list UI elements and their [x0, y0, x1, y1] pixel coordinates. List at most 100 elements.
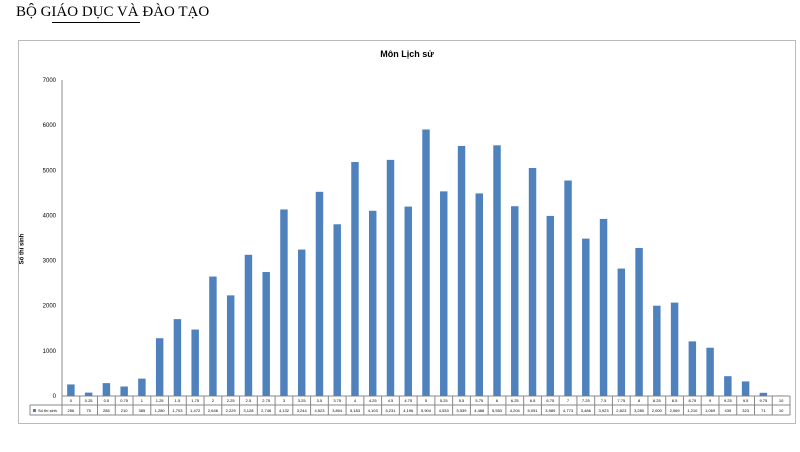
x-tick-label: 4.5	[388, 398, 394, 403]
x-tick-label: 9.75	[759, 398, 768, 403]
x-tick-label: 3.5	[317, 398, 323, 403]
header-title: BỘ GIÁO DỤC VÀ ĐÀO TẠO	[16, 4, 210, 20]
data-label: 1,472	[190, 408, 201, 413]
x-tick-label: 2.75	[262, 398, 271, 403]
y-tick-label: 3000	[43, 259, 57, 265]
data-label: 439	[725, 408, 732, 413]
bar	[475, 193, 483, 396]
x-tick-label: 6.25	[511, 398, 520, 403]
bar	[440, 191, 448, 396]
bar	[369, 210, 377, 396]
x-tick-label: 0.25	[85, 398, 94, 403]
legend-label: Số thí sinh	[38, 408, 57, 413]
bar	[226, 295, 235, 396]
bar	[191, 329, 199, 396]
data-label: 4,523	[314, 408, 325, 413]
data-label: 256	[68, 408, 75, 413]
data-label: 5,183	[350, 408, 361, 413]
data-label: 1,703	[172, 408, 183, 413]
bar	[688, 341, 697, 396]
bar	[528, 167, 537, 396]
x-tick-label: 6	[496, 398, 499, 403]
x-tick-label: 7.5	[601, 398, 607, 403]
x-tick-label: 9.25	[724, 398, 733, 403]
y-tick-label: 7000	[43, 78, 57, 84]
x-tick-label: 4	[354, 398, 357, 403]
data-label: 3,486	[581, 408, 592, 413]
data-label: 75	[86, 408, 91, 413]
data-label: 5,553	[492, 408, 503, 413]
x-tick-label: 5.5	[459, 398, 465, 403]
data-label: 10	[779, 408, 784, 413]
bar	[546, 215, 555, 396]
bar	[351, 162, 359, 396]
x-tick-label: 9	[709, 398, 712, 403]
x-tick-label: 8.5	[672, 398, 678, 403]
x-tick-label: 6.5	[530, 398, 536, 403]
bar	[759, 392, 768, 396]
bar	[635, 247, 643, 396]
chart-frame: Môn Lịch sử Số thí sinh	[18, 40, 796, 424]
bar	[280, 209, 288, 396]
data-label: 71	[761, 408, 766, 413]
bar	[706, 347, 714, 396]
bar	[599, 218, 608, 396]
bar	[102, 383, 111, 396]
data-label: 385	[139, 408, 146, 413]
bar	[138, 378, 146, 396]
data-label: 2,000	[652, 408, 663, 413]
y-tick-label: 6000	[43, 123, 57, 129]
data-label: 4,196	[403, 408, 414, 413]
bar	[741, 381, 750, 396]
data-label: 3,923	[599, 408, 610, 413]
x-tick-label: 5	[425, 398, 428, 403]
data-label: 4,533	[439, 408, 450, 413]
x-tick-label: 8.75	[688, 398, 697, 403]
data-label: 2,746	[261, 408, 272, 413]
x-tick-label: 6.75	[546, 398, 555, 403]
data-label: 285	[103, 408, 110, 413]
bar	[582, 238, 590, 396]
x-tick-label: 1.75	[191, 398, 200, 403]
data-label: 1,069	[705, 408, 716, 413]
bar	[653, 305, 661, 396]
x-tick-label: 0.75	[120, 398, 129, 403]
x-tick-label: 5.25	[440, 398, 449, 403]
data-label: 1,210	[687, 408, 698, 413]
bar	[493, 145, 501, 396]
header-underline	[52, 22, 140, 23]
bar	[333, 224, 341, 396]
x-tick-label: 5.75	[475, 398, 484, 403]
x-tick-label: 1.5	[175, 398, 181, 403]
data-label: 3,280	[634, 408, 645, 413]
data-label: 2,069	[670, 408, 681, 413]
x-tick-label: 2	[212, 398, 215, 403]
bar	[386, 159, 395, 396]
bar	[120, 386, 128, 396]
data-label: 5,051	[528, 408, 539, 413]
data-label: 4,132	[279, 408, 290, 413]
x-tick-label: 8.25	[653, 398, 662, 403]
bar	[209, 276, 217, 396]
x-tick-label: 3.25	[298, 398, 307, 403]
bar	[670, 302, 679, 396]
bar	[457, 145, 466, 396]
x-tick-label: 3.75	[333, 398, 342, 403]
data-label: 4,488	[474, 408, 485, 413]
data-label: 3,244	[297, 408, 308, 413]
y-tick-label: 1000	[43, 349, 57, 355]
data-label: 5,539	[457, 408, 468, 413]
x-tick-label: 7.75	[617, 398, 626, 403]
bar	[724, 376, 732, 396]
data-label: 3,128	[243, 408, 254, 413]
x-tick-label: 7.25	[582, 398, 591, 403]
x-tick-label: 1	[141, 398, 144, 403]
data-label: 2,646	[208, 408, 219, 413]
x-tick-label: 3	[283, 398, 286, 403]
chart-title: Môn Lịch sử	[380, 49, 434, 59]
bar	[422, 129, 430, 397]
legend-swatch	[33, 409, 36, 412]
bar	[297, 249, 306, 396]
y-tick-label: 0	[53, 394, 57, 400]
